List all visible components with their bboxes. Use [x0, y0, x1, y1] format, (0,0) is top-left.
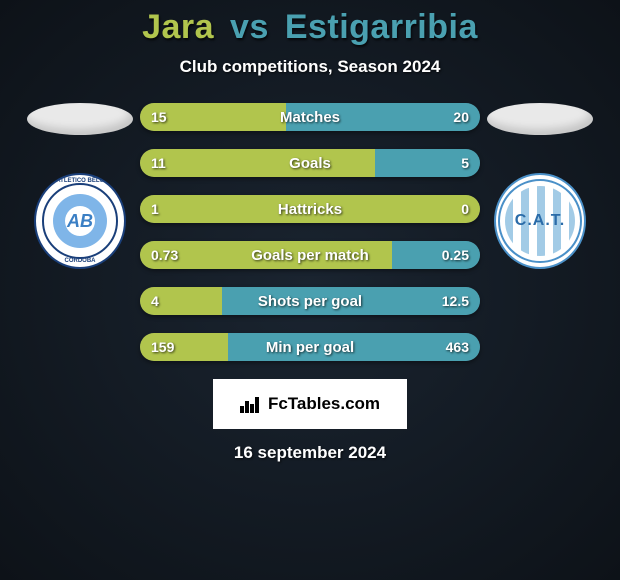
stat-bar-label: Shots per goal — [140, 287, 480, 315]
stat-bar: Shots per goal4 12.5 — [140, 287, 480, 315]
left-side: CLUB ATLETICO BELGRANO AB CORDOBA — [20, 103, 140, 267]
player-left-avatar — [27, 103, 133, 135]
stat-bar-label: Hattricks — [140, 195, 480, 223]
right-side: C.A.T. — [480, 103, 600, 267]
stat-bar-value-right: 12.5 — [442, 287, 469, 315]
stat-bar-label: Min per goal — [140, 333, 480, 361]
badge-left-ring-text-bottom: CORDOBA — [36, 258, 124, 264]
stat-bar: Matches15 20 — [140, 103, 480, 131]
brand-box: FcTables.com — [213, 379, 407, 429]
stat-bar-value-left: 1 — [151, 195, 159, 223]
brand-chart-icon — [240, 395, 262, 413]
badge-right-icon: C.A.T. — [494, 173, 586, 269]
stat-bar-value-right: 463 — [446, 333, 469, 361]
stat-bar-value-right: 0.25 — [442, 241, 469, 269]
page-title: Jara vs Estigarribia — [0, 0, 620, 47]
badge-left-icon: CLUB ATLETICO BELGRANO AB CORDOBA — [34, 173, 126, 269]
content-row: CLUB ATLETICO BELGRANO AB CORDOBA Matche… — [0, 103, 620, 361]
date-label: 16 september 2024 — [0, 443, 620, 463]
stat-bar-value-right: 0 — [461, 195, 469, 223]
subtitle: Club competitions, Season 2024 — [0, 57, 620, 77]
stat-bar-label: Goals per match — [140, 241, 480, 269]
stat-bar: Goals per match0.73 0.25 — [140, 241, 480, 269]
club-badge-left: CLUB ATLETICO BELGRANO AB CORDOBA — [34, 175, 126, 267]
stat-bar: Goals11 5 — [140, 149, 480, 177]
stat-bar-value-left: 4 — [151, 287, 159, 315]
comparison-card: Jara vs Estigarribia Club competitions, … — [0, 0, 620, 580]
stat-bar-value-left: 159 — [151, 333, 174, 361]
brand-text: FcTables.com — [268, 394, 380, 414]
stat-bars: Matches15 20 Goals11 5 Hattricks1 0 Goals per … — [140, 103, 480, 361]
title-vs: vs — [230, 8, 269, 46]
badge-right-initials: C.A.T. — [515, 212, 565, 230]
stat-bar: Min per goal159 463 — [140, 333, 480, 361]
title-player2: Estigarribia — [285, 8, 478, 46]
stat-bar-value-right: 20 — [453, 103, 469, 131]
title-player1: Jara — [142, 8, 214, 46]
stat-bar: Hattricks1 0 — [140, 195, 480, 223]
player-right-avatar — [487, 103, 593, 135]
stat-bar-label: Goals — [140, 149, 480, 177]
stat-bar-label: Matches — [140, 103, 480, 131]
stat-bar-value-left: 0.73 — [151, 241, 178, 269]
stat-bar-value-right: 5 — [461, 149, 469, 177]
club-badge-right: C.A.T. — [494, 175, 586, 267]
stat-bar-value-left: 11 — [151, 149, 166, 177]
stat-bar-value-left: 15 — [151, 103, 167, 131]
